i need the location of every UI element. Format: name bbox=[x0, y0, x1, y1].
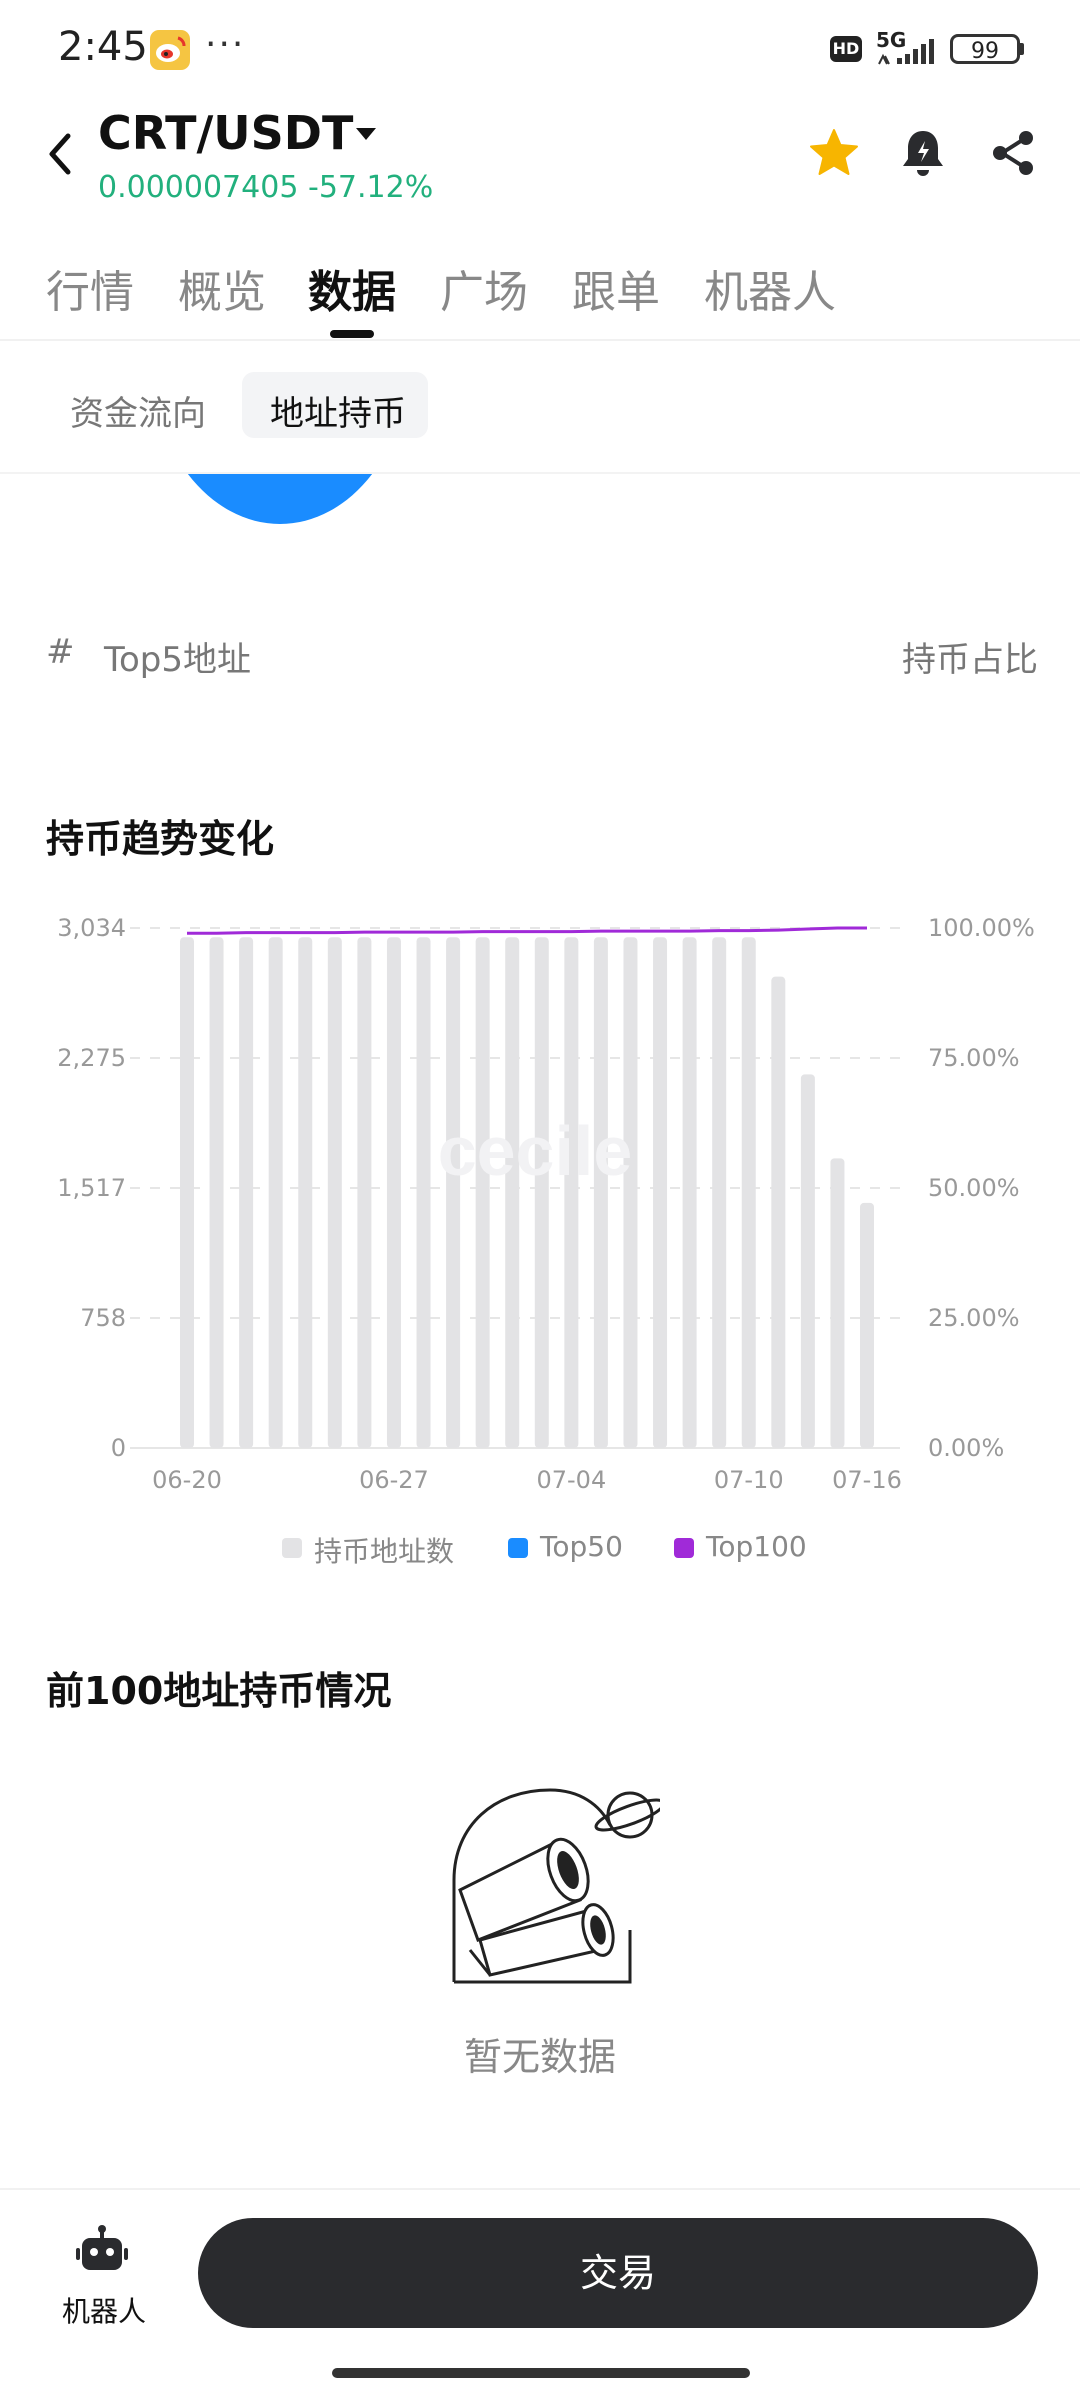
tab-square[interactable]: 广场 bbox=[440, 267, 528, 318]
battery-tip bbox=[1020, 43, 1024, 55]
weibo-notification-icon bbox=[150, 30, 190, 70]
holder-count-bar bbox=[593, 937, 608, 1448]
chart-watermark: cecile bbox=[438, 1112, 633, 1190]
y-right-tick-label: 0.00% bbox=[928, 1434, 1004, 1462]
legend-label-top100[interactable]: Top100 bbox=[706, 1530, 807, 1563]
binoculars-empty-illustration bbox=[452, 1788, 660, 1984]
rank-column-header: # bbox=[46, 632, 75, 672]
hd-badge: HD bbox=[830, 36, 862, 62]
battery-indicator: 99 bbox=[950, 34, 1020, 64]
network-label: 5G bbox=[876, 28, 907, 52]
holder-count-bar bbox=[534, 937, 549, 1448]
home-indicator[interactable] bbox=[332, 2368, 750, 2378]
holder-count-bar bbox=[209, 937, 224, 1448]
holder-count-bar bbox=[712, 937, 727, 1448]
caret-down-icon[interactable] bbox=[355, 126, 377, 142]
tabs-divider bbox=[0, 339, 1080, 341]
holder-count-bar bbox=[446, 937, 461, 1448]
x-tick-label: 07-04 bbox=[536, 1466, 606, 1494]
trade-button[interactable]: 交易 bbox=[198, 2218, 1038, 2328]
y-left-tick-label: 758 bbox=[80, 1304, 126, 1332]
empty-state-text: 暂无数据 bbox=[463, 2035, 616, 2079]
tab-market[interactable]: 行情 bbox=[46, 267, 134, 318]
holder-count-bar bbox=[239, 937, 254, 1448]
status-time: 2:45 bbox=[58, 24, 148, 70]
tab-copy-trading[interactable]: 跟单 bbox=[572, 267, 660, 318]
x-tick-label: 06-27 bbox=[359, 1466, 429, 1494]
subtab-fund-flow[interactable]: 资金流向 bbox=[70, 394, 206, 434]
bots-nav-label[interactable]: 机器人 bbox=[62, 2295, 147, 2328]
x-tick-label: 07-10 bbox=[714, 1466, 784, 1494]
active-tab-indicator bbox=[330, 330, 374, 338]
holder-count-bar bbox=[771, 976, 786, 1448]
legend-label-holder-count[interactable]: 持币地址数 bbox=[314, 1535, 455, 1568]
holding-trend-title: 持币趋势变化 bbox=[46, 817, 275, 861]
y-left-tick-label: 0 bbox=[111, 1434, 126, 1462]
holder-count-bar bbox=[564, 937, 579, 1448]
top100-holdings-title: 前100地址持币情况 bbox=[46, 1669, 392, 1713]
x-tick-label: 06-20 bbox=[152, 1466, 222, 1494]
holder-count-bar bbox=[860, 1202, 874, 1448]
more-notifications-icon: ··· bbox=[205, 24, 246, 65]
trading-pair-title[interactable]: CRT/USDT bbox=[98, 106, 354, 160]
bottom-bar-divider bbox=[0, 2188, 1080, 2190]
last-price: 0.000007405 bbox=[98, 170, 299, 205]
legend-label-top50[interactable]: Top50 bbox=[540, 1530, 623, 1563]
subtab-address-holdings-pill[interactable] bbox=[242, 372, 428, 438]
y-right-tick-label: 75.00% bbox=[928, 1044, 1020, 1072]
holder-count-bar bbox=[653, 937, 668, 1448]
holder-count-bar bbox=[800, 1074, 815, 1448]
tab-data[interactable]: 数据 bbox=[308, 267, 396, 318]
back-arrow-icon[interactable] bbox=[46, 132, 72, 176]
y-right-tick-label: 100.00% bbox=[928, 914, 1035, 942]
holder-count-bar bbox=[623, 937, 638, 1448]
legend-swatch-holder-count bbox=[282, 1538, 302, 1558]
holder-count-bar bbox=[682, 937, 697, 1448]
holder-count-bar bbox=[180, 937, 194, 1448]
y-left-tick-label: 1,517 bbox=[57, 1174, 126, 1202]
signal-icon bbox=[878, 39, 934, 65]
legend-swatch-top100 bbox=[674, 1538, 694, 1558]
holder-count-bar bbox=[357, 937, 372, 1448]
holder-count-bar bbox=[475, 937, 490, 1448]
y-left-tick-label: 3,034 bbox=[57, 914, 126, 942]
y-right-tick-label: 25.00% bbox=[928, 1304, 1020, 1332]
price-alert-bell-icon[interactable] bbox=[900, 128, 946, 178]
holdings-pie-chart-partial bbox=[0, 474, 1080, 534]
holder-count-bar bbox=[268, 937, 283, 1448]
tab-overview[interactable]: 概览 bbox=[178, 267, 266, 318]
holding-share-column-header: 持币占比 bbox=[902, 640, 1038, 680]
subtabs-divider bbox=[0, 472, 1080, 474]
holder-count-bar bbox=[298, 937, 313, 1448]
robot-icon[interactable] bbox=[76, 2224, 128, 2274]
star-favorite-icon[interactable] bbox=[808, 128, 860, 178]
subtab-address-holdings[interactable]: 地址持币 bbox=[270, 394, 406, 434]
holder-count-bar bbox=[386, 937, 401, 1448]
legend-swatch-top50 bbox=[508, 1538, 528, 1558]
top100-series-line bbox=[187, 926, 867, 935]
tab-bots[interactable]: 机器人 bbox=[704, 267, 836, 318]
holder-count-bar bbox=[505, 937, 520, 1448]
holder-count-bar bbox=[741, 937, 756, 1448]
x-tick-label: 07-16 bbox=[832, 1466, 902, 1494]
top5-address-column-header: Top5地址 bbox=[104, 640, 252, 680]
y-right-tick-label: 50.00% bbox=[928, 1174, 1020, 1202]
share-icon[interactable] bbox=[990, 128, 1036, 178]
holding-trend-chart: cecile 0 758 1,517 2,275 3,034 0.00% 25.00% 50… bbox=[57, 914, 1035, 1494]
holder-count-bar bbox=[416, 937, 431, 1448]
holder-count-bar bbox=[830, 1158, 845, 1448]
y-left-tick-label: 2,275 bbox=[57, 1044, 126, 1072]
holder-count-bar bbox=[327, 937, 342, 1448]
price-change-percent: -57.12% bbox=[308, 170, 434, 205]
